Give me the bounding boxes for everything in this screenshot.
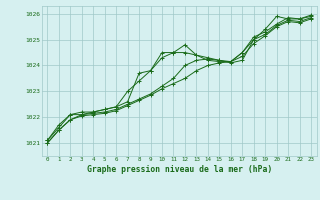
X-axis label: Graphe pression niveau de la mer (hPa): Graphe pression niveau de la mer (hPa) xyxy=(87,165,272,174)
